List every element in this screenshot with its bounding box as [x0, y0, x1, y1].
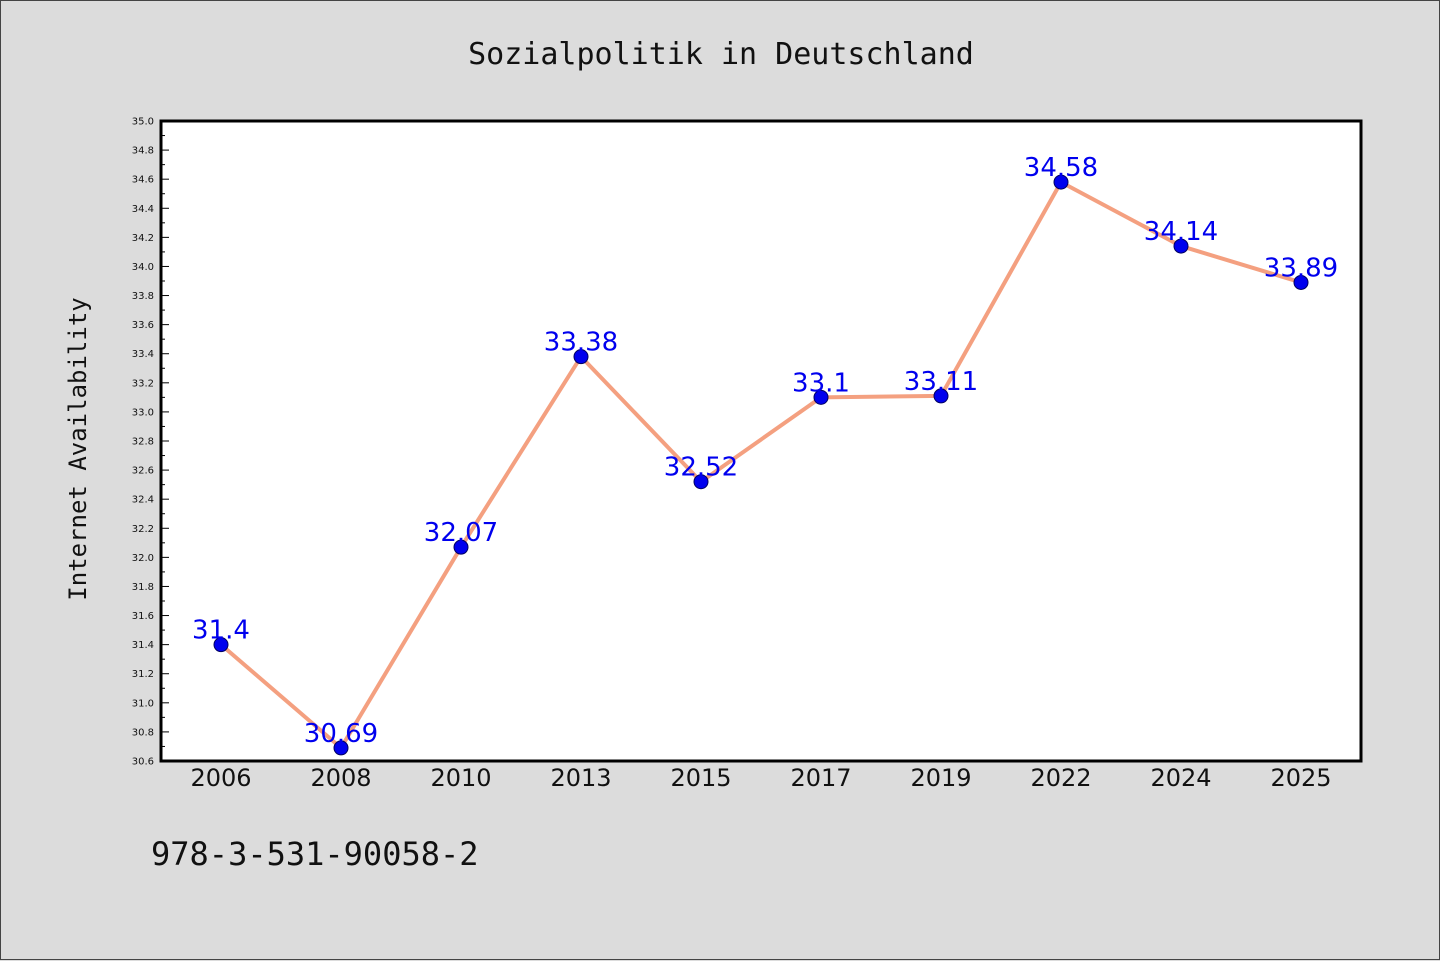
- data-label: 33.89: [1264, 253, 1338, 283]
- y-tick-label: 33.4: [132, 349, 154, 360]
- data-label: 33.38: [544, 328, 618, 358]
- y-tick-label: 31.2: [132, 669, 154, 680]
- data-label: 30.69: [304, 719, 378, 749]
- data-label: 33.1: [792, 368, 850, 398]
- y-tick-label: 34.2: [132, 233, 154, 244]
- data-point: [213, 637, 229, 653]
- isbn-footer: 978-3-531-90058-2: [151, 835, 479, 873]
- x-tick-label: 2010: [430, 764, 491, 792]
- x-tick-label: 2008: [310, 764, 371, 792]
- y-tick-label: 31.8: [132, 582, 154, 593]
- y-tick-label: 34.0: [132, 262, 154, 273]
- y-tick-label: 34.6: [132, 175, 154, 186]
- y-tick-label: 31.0: [132, 698, 154, 709]
- y-tick-label: 32.6: [132, 466, 154, 477]
- y-tick-label: 33.0: [132, 407, 154, 418]
- x-tick-label: 2013: [550, 764, 611, 792]
- x-axis: 2006 2008 2010 2013 2015 2017 2019 2022 2024 2025: [190, 764, 1331, 792]
- y-tick-label: 31.6: [132, 611, 154, 622]
- y-tick-label: 30.8: [132, 727, 154, 738]
- data-point: [1173, 238, 1189, 254]
- x-tick-label: 2006: [190, 764, 251, 792]
- data-label: 34.58: [1024, 153, 1098, 183]
- data-series: 31.4 30.69 32.07 33.38 32.52 33.1 33.11 34.58 34…: [192, 153, 1338, 756]
- data-label: 32.07: [424, 518, 498, 548]
- data-label: 33.11: [904, 367, 978, 397]
- data-point: [933, 388, 949, 404]
- y-tick-label: 33.8: [132, 291, 154, 302]
- data-label: 31.4: [192, 616, 250, 646]
- y-axis: 30.6 30.8 31.0 31.2 31.4 31.6 31.8 32.0 32.2 32.4…: [132, 117, 169, 768]
- x-tick-label: 2024: [1150, 764, 1211, 792]
- data-point: [813, 389, 829, 405]
- series-line: [219, 180, 1302, 750]
- x-tick-label: 2017: [790, 764, 851, 792]
- y-tick-label: 33.6: [132, 320, 154, 331]
- data-label: 32.52: [664, 453, 738, 483]
- data-point: [1053, 174, 1069, 190]
- data-point: [693, 474, 709, 490]
- data-label: 34.14: [1144, 217, 1218, 247]
- y-tick-label: 34.4: [132, 204, 154, 215]
- chart-title: Sozialpolitik in Deutschland: [468, 37, 974, 72]
- y-axis-label: Internet Availability: [64, 297, 92, 600]
- data-point: [333, 740, 349, 756]
- y-tick-label: 34.8: [132, 146, 154, 157]
- x-tick-label: 2022: [1030, 764, 1091, 792]
- y-tick-label: 35.0: [132, 117, 154, 128]
- y-tick-label: 31.4: [132, 640, 154, 651]
- y-tick-label: 33.2: [132, 378, 154, 389]
- data-point: [1293, 274, 1309, 290]
- y-tick-label: 32.2: [132, 524, 154, 535]
- x-tick-label: 2019: [910, 764, 971, 792]
- y-tick-label: 32.0: [132, 553, 154, 564]
- x-tick-label: 2025: [1270, 764, 1331, 792]
- data-point: [453, 539, 469, 555]
- y-tick-label: 32.4: [132, 495, 154, 506]
- y-tick-label: 30.6: [132, 757, 154, 768]
- data-point: [573, 349, 589, 365]
- x-tick-label: 2015: [670, 764, 731, 792]
- y-tick-label: 32.8: [132, 437, 154, 448]
